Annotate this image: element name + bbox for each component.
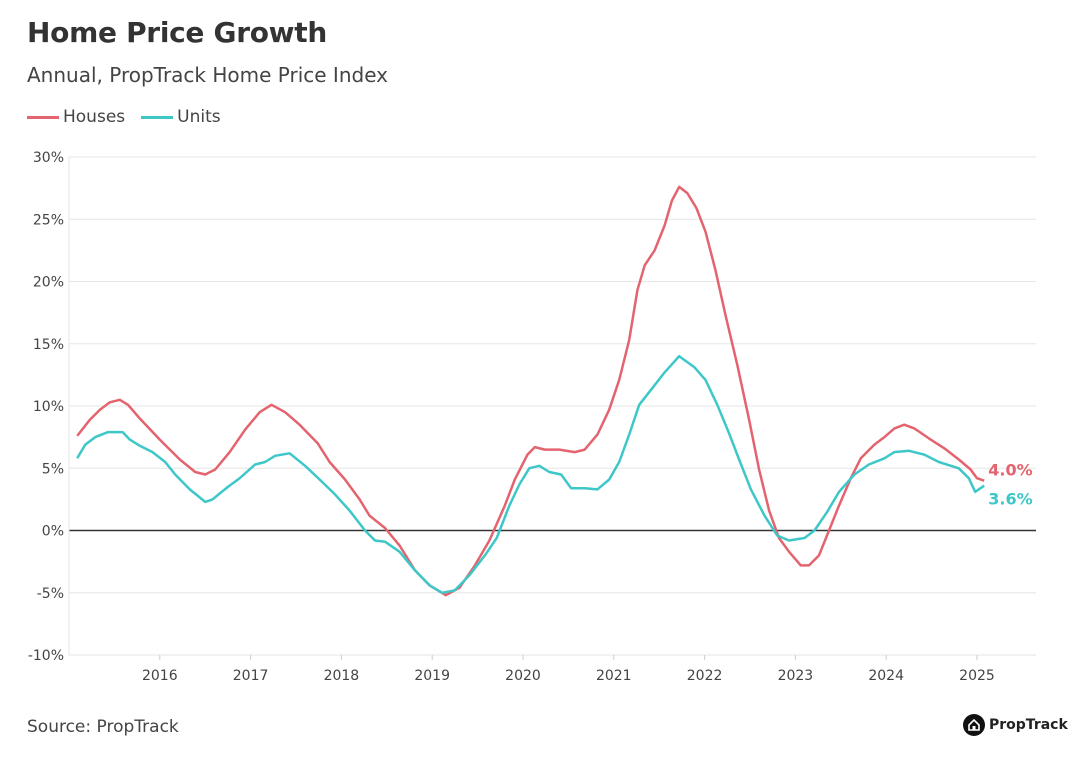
y-tick-label: 10% [33, 399, 64, 415]
y-tick-label: 5% [42, 461, 64, 477]
y-tick-label: -10% [28, 648, 64, 664]
legend: Houses Units [27, 107, 221, 127]
x-tick-label: 2018 [324, 668, 360, 684]
gridlines [68, 156, 1036, 656]
x-tick-label: 2024 [868, 668, 904, 684]
legend-swatch-units [141, 115, 174, 119]
y-tick-label: 20% [33, 275, 64, 291]
y-tick-label: 15% [33, 337, 64, 353]
legend-swatch-houses [27, 115, 59, 119]
end-labels: 4.0% 3.6% [988, 461, 1032, 509]
legend-item-houses: Houses [27, 107, 125, 127]
legend-label-houses: Houses [63, 107, 126, 127]
x-tick-label: 2017 [233, 668, 269, 684]
end-label-houses: 4.0% [988, 461, 1032, 480]
y-tick-label: 25% [33, 212, 64, 228]
y-axis-ticks: 30% 25% 20% 15% 10% 5% 0% -5% -10% [28, 150, 64, 664]
logo-text: PropTrack [989, 717, 1068, 733]
x-tick-label: 2023 [778, 668, 814, 684]
x-tick-label: 2021 [596, 668, 632, 684]
legend-item-units: Units [141, 107, 221, 127]
end-label-units: 3.6% [988, 490, 1032, 509]
y-tick-label: -5% [37, 586, 64, 602]
x-tick-label: 2022 [687, 668, 723, 684]
proptrack-logo: PropTrack [963, 714, 1068, 736]
x-tick-label: 2019 [414, 668, 450, 684]
series-line-units [76, 354, 985, 595]
x-tick-label: 2025 [959, 668, 995, 684]
legend-label-units: Units [177, 107, 221, 127]
house-icon [963, 714, 985, 736]
x-tick-label: 2020 [505, 668, 541, 684]
series-line-houses [76, 185, 985, 597]
chart-title: Home Price Growth [27, 16, 327, 49]
x-axis-ticks: 2016 2017 2018 2019 2020 2021 2022 2023 2024 2025 [142, 655, 995, 684]
x-tick-label: 2016 [142, 668, 178, 684]
y-tick-label: 30% [33, 150, 64, 166]
series-lines [76, 185, 985, 597]
chart-subtitle: Annual, PropTrack Home Price Index [27, 63, 388, 87]
source-note: Source: PropTrack [27, 717, 179, 737]
y-tick-label: 0% [42, 524, 64, 540]
